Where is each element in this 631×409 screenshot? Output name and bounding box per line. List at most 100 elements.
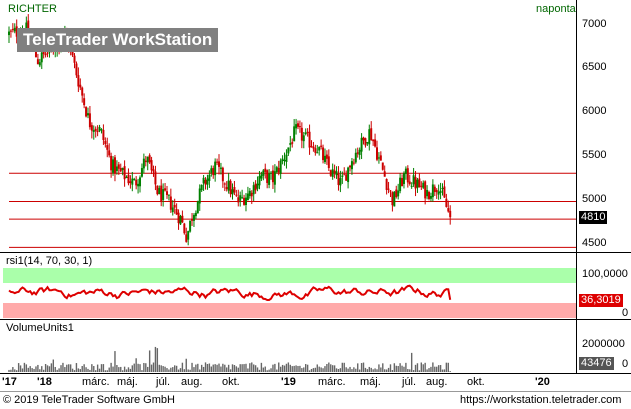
volume-y-axis[interactable]: 2000000 0 43476 — [576, 320, 631, 373]
candle-body — [162, 189, 165, 200]
candle-body — [298, 126, 301, 128]
candle-body — [175, 209, 178, 215]
candle-body — [73, 55, 76, 63]
candle-body — [123, 166, 126, 180]
volume-title: VolumeUnits1 — [6, 322, 74, 334]
candle-body — [414, 177, 417, 189]
candle-body — [433, 186, 436, 192]
candle-body — [287, 147, 290, 154]
candle-body — [347, 167, 350, 183]
candle-body — [445, 198, 448, 207]
candle-body — [102, 129, 105, 140]
candle-body — [144, 160, 147, 162]
watermark-text: TeleTrader WorkStation — [23, 30, 213, 49]
candle-body — [208, 174, 211, 181]
candle-body — [8, 31, 10, 36]
candle-body — [295, 124, 298, 129]
candle-body — [160, 185, 163, 202]
candle-body — [181, 215, 184, 223]
candle-body — [210, 168, 213, 173]
candle-body — [83, 98, 86, 106]
candle-body — [281, 158, 284, 162]
rsi-tick: 100,0000 — [582, 268, 628, 280]
candle-body — [312, 146, 315, 149]
candle-body — [139, 177, 142, 187]
candle-body — [350, 161, 353, 170]
rsi-tick: 0 — [622, 307, 629, 319]
rsi-y-axis[interactable]: 100,0000 0 36,3019 — [576, 253, 631, 319]
candle-body — [100, 129, 103, 131]
candle-body — [374, 139, 377, 147]
price-tick: 5000 — [582, 193, 607, 205]
candle-body — [404, 168, 407, 174]
candle-body — [379, 155, 382, 161]
candle-body — [412, 175, 415, 185]
rsi-plot-area[interactable]: rsi1(14, 70, 30, 1) — [3, 253, 576, 319]
candle-body — [243, 197, 246, 205]
candle-body — [325, 154, 328, 159]
candle-body — [406, 168, 409, 183]
candle-body — [38, 62, 41, 66]
last-rsi-badge: 36,3019 — [579, 294, 623, 307]
candle-body — [110, 155, 113, 171]
candle-body — [345, 174, 348, 181]
candle-body — [314, 148, 317, 153]
price-y-axis[interactable]: 7000 6500 6000 5500 5000 4500 4810 — [576, 0, 631, 252]
candle-body — [297, 123, 300, 127]
candle-body — [439, 190, 442, 193]
candle-body — [387, 188, 390, 190]
candle-body — [431, 184, 434, 198]
price-plot-area[interactable]: RICHTER naponta TeleTrader WorkStation — [3, 0, 576, 252]
candle-body — [233, 187, 236, 193]
candle-body — [191, 219, 194, 221]
candle-body — [185, 234, 188, 242]
candle-body — [302, 135, 305, 142]
candle-body — [383, 171, 386, 177]
candle-body — [422, 182, 425, 188]
candle-body — [273, 171, 276, 185]
candle-body — [256, 183, 259, 189]
candle-body — [189, 220, 192, 232]
candle-body — [187, 231, 190, 240]
candle-body — [140, 168, 143, 177]
panel-divider — [0, 319, 631, 320]
candle-body — [244, 197, 247, 206]
candle-body — [40, 52, 43, 63]
candle-body — [225, 187, 228, 190]
candle-body — [104, 140, 107, 145]
candle-body — [77, 75, 80, 87]
candle-body — [254, 183, 257, 191]
candle-body — [277, 167, 280, 173]
candle-body — [420, 185, 423, 187]
candle-body — [441, 187, 444, 189]
candle-body — [271, 170, 274, 183]
volume-plot-area[interactable]: VolumeUnits1 — [3, 320, 576, 373]
candle-body — [179, 216, 182, 225]
candle-body — [389, 190, 392, 192]
x-axis[interactable]: '17 '18 márc. máj. júl. aug. okt. '19 má… — [0, 374, 631, 391]
candle-body — [150, 160, 153, 171]
price-panel: RICHTER naponta TeleTrader WorkStation 7… — [3, 0, 631, 252]
rsi-panel: rsi1(14, 70, 30, 1) 100,0000 0 36,3019 — [0, 253, 631, 319]
x-tick-label: '19 — [281, 376, 296, 388]
candle-body — [408, 181, 411, 185]
candle-body — [322, 147, 325, 161]
candle-body — [339, 178, 342, 186]
rsi-chart-svg — [3, 268, 576, 318]
candle-body — [449, 210, 452, 218]
candle-body — [237, 197, 240, 203]
candle-body — [443, 186, 446, 198]
candle-body — [223, 183, 226, 185]
price-tick: 6000 — [582, 105, 607, 117]
candle-body — [323, 155, 326, 163]
candle-body — [127, 174, 130, 184]
candle-body — [429, 195, 432, 199]
x-tick-label: '20 — [535, 376, 550, 388]
candle-body — [410, 185, 413, 187]
candle-body — [377, 157, 380, 159]
candle-body — [173, 204, 176, 208]
candle-body — [354, 152, 357, 163]
candle-body — [117, 164, 120, 169]
candle-body — [333, 170, 336, 174]
source-url[interactable]: https://workstation.teletrader.com — [460, 394, 622, 406]
